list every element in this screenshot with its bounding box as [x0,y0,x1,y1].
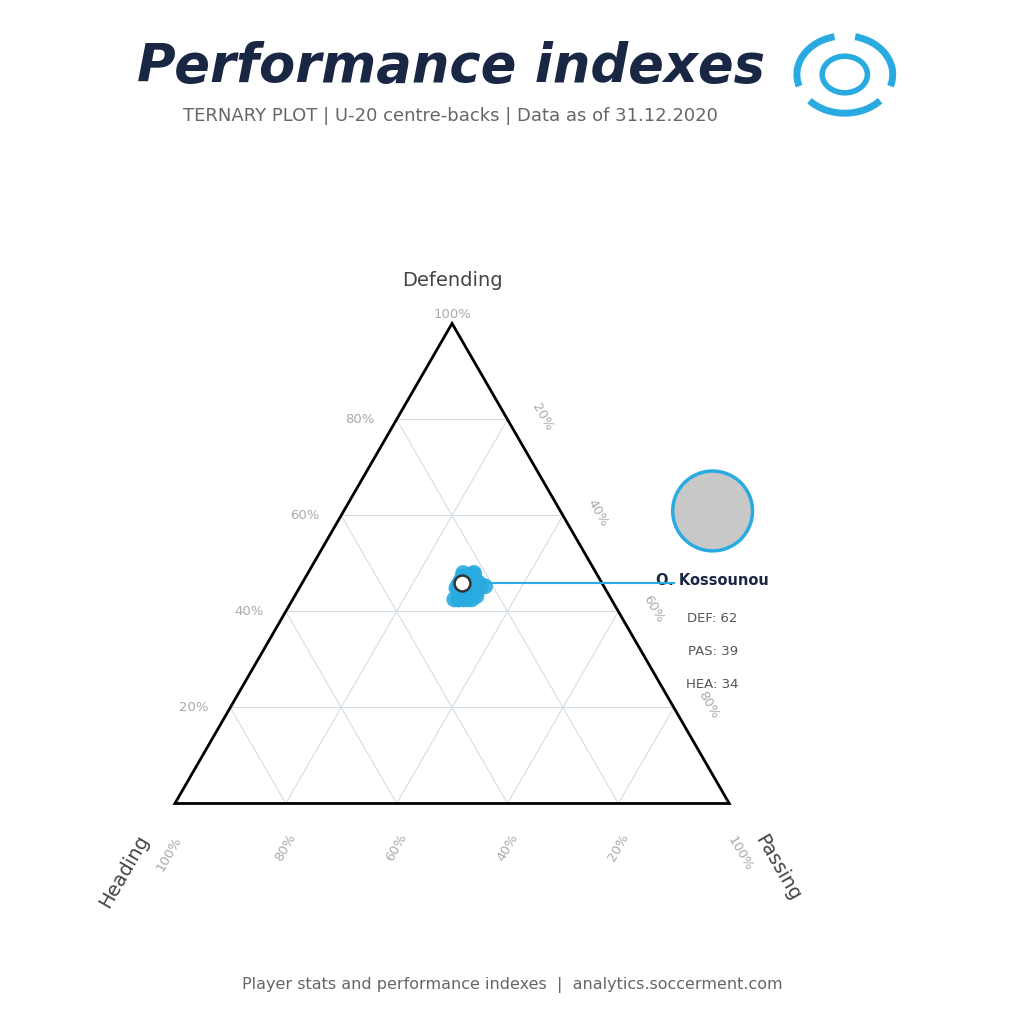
Text: 20%: 20% [178,701,208,714]
Text: PAS: 39: PAS: 39 [687,645,737,658]
Point [449,580,465,596]
Point [462,588,478,604]
Point [451,577,467,593]
Text: 40%: 40% [585,497,611,528]
Point [446,591,463,607]
Text: O. Kossounou: O. Kossounou [656,573,769,588]
Point [454,574,470,591]
Point [466,572,482,589]
Point [453,580,469,596]
Text: 60%: 60% [384,831,410,863]
Point [468,584,484,600]
Text: Performance indexes: Performance indexes [136,41,765,92]
Point [451,584,467,600]
Point [455,584,471,600]
Text: 100%: 100% [433,307,471,321]
Point [462,566,478,583]
Point [453,574,469,591]
Text: Passing: Passing [752,831,805,904]
Point [455,577,471,593]
Circle shape [822,56,867,93]
Point [458,579,474,595]
Text: 60%: 60% [641,593,667,625]
Text: 80%: 80% [345,413,375,426]
Point [464,586,480,602]
Point [468,588,484,604]
Text: 100%: 100% [155,834,184,873]
Point [464,584,480,600]
Point [451,591,467,607]
Text: 80%: 80% [272,831,299,863]
Text: 40%: 40% [234,605,263,617]
Point [459,591,475,607]
Point [455,568,471,585]
Point [466,580,482,596]
Point [466,566,482,583]
Point [457,580,473,596]
Text: Heading: Heading [95,831,153,910]
Text: 60%: 60% [290,509,319,522]
Text: HEA: 34: HEA: 34 [686,678,739,691]
Text: Defending: Defending [401,271,503,290]
Point [457,588,473,604]
Point [464,577,480,593]
Point [462,572,478,589]
Point [451,581,467,597]
Text: 20%: 20% [605,831,632,863]
Text: Player stats and performance indexes  |  analytics.soccerment.com: Player stats and performance indexes | a… [242,977,782,993]
Point [472,579,488,595]
Point [451,591,467,607]
Point [462,580,478,596]
Text: TERNARY PLOT | U-20 centre-backs | Data as of 31.12.2020: TERNARY PLOT | U-20 centre-backs | Data … [183,106,718,125]
Point [451,584,467,600]
Text: DEF: 62: DEF: 62 [687,611,737,625]
Text: 40%: 40% [495,831,520,863]
Point [462,574,478,591]
Point [455,565,471,582]
Point [457,584,473,600]
Point [457,588,473,604]
Point [455,568,471,585]
Point [477,579,494,595]
Point [470,574,486,591]
Point [453,588,469,604]
Point [459,589,475,605]
Point [453,584,469,600]
Point [453,572,469,589]
Point [464,591,480,607]
Text: 20%: 20% [529,400,556,433]
Text: 80%: 80% [696,689,722,721]
Point [455,591,471,607]
Circle shape [673,471,753,551]
Point [459,585,475,601]
Text: 100%: 100% [725,834,756,873]
Point [466,564,482,581]
Point [454,574,470,591]
Point [462,572,478,589]
